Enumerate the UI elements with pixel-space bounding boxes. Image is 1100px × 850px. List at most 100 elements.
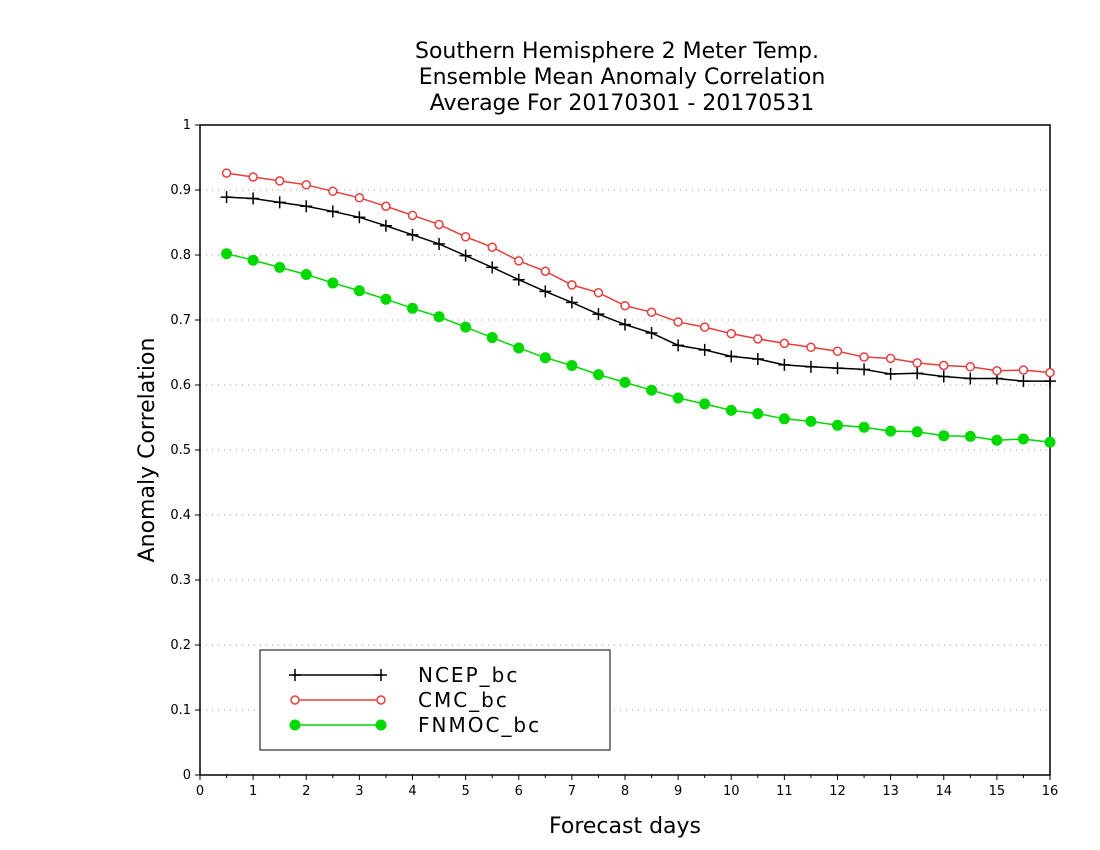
- x-tick-label: 0: [196, 784, 204, 799]
- data-point: [248, 172, 258, 182]
- data-point: [460, 321, 472, 333]
- y-tick-label: 0.2: [170, 638, 191, 653]
- data-point: [327, 277, 339, 289]
- chart-title-line-3: Average For 20170301 - 20170531: [430, 91, 815, 116]
- data-point: [806, 342, 816, 353]
- data-point: [380, 293, 392, 305]
- data-point: [247, 254, 259, 266]
- y-tick-label: 0.3: [170, 573, 191, 588]
- x-tick-label: 1: [249, 784, 257, 799]
- legend-label: FNMOC_bc: [418, 713, 541, 737]
- data-point: [884, 367, 897, 380]
- y-tick-label: 0.7: [170, 313, 191, 328]
- data-point: [859, 352, 869, 362]
- data-point: [646, 307, 657, 317]
- data-point: [326, 205, 339, 218]
- x-tick-label: 3: [355, 784, 363, 799]
- x-tick-label: 14: [935, 784, 952, 799]
- data-point: [620, 300, 630, 311]
- chart-title: Southern Hemisphere 2 Meter Temp. Ensemb…: [415, 39, 825, 116]
- data-point: [753, 334, 763, 344]
- data-point: [375, 669, 387, 681]
- data-point: [592, 308, 605, 321]
- data-point: [1017, 375, 1030, 388]
- data-point: [379, 219, 392, 232]
- data-point: [486, 332, 498, 344]
- data-point: [779, 338, 790, 349]
- data-point: [221, 248, 233, 260]
- series-line: [226, 252, 1051, 443]
- series-layer: [220, 168, 1056, 448]
- data-point: [778, 358, 791, 371]
- data-point: [220, 191, 233, 204]
- data-point: [354, 193, 365, 203]
- data-point: [300, 269, 312, 280]
- data-point: [672, 339, 685, 352]
- data-point: [289, 719, 301, 731]
- data-point: [645, 327, 658, 339]
- x-tick-label: 16: [1042, 784, 1059, 799]
- x-tick-label: 7: [568, 784, 576, 799]
- data-point: [290, 695, 300, 705]
- data-point: [539, 352, 551, 364]
- data-point: [593, 287, 604, 298]
- y-axis-label: Anomaly Correlation: [135, 338, 160, 563]
- data-point: [751, 353, 764, 365]
- chart-title-line-1: Southern Hemisphere 2 Meter Temp.: [415, 39, 819, 64]
- data-point: [752, 408, 764, 420]
- data-point: [566, 360, 578, 371]
- legend-item: FNMOC_bc: [289, 713, 541, 737]
- data-point: [804, 360, 817, 373]
- x-axis: 0 1 2 3 4 5 6 7 8 9 10 11 12 13 14 15 16: [196, 775, 1058, 799]
- data-point: [964, 430, 976, 442]
- data-point: [619, 376, 631, 388]
- y-tick-label: 0.9: [170, 183, 191, 198]
- y-tick-label: 0.5: [170, 443, 191, 458]
- legend-item: CMC_bc: [290, 688, 507, 712]
- data-point: [911, 367, 924, 380]
- data-point: [725, 350, 738, 363]
- data-point: [513, 342, 525, 354]
- data-point: [273, 196, 286, 209]
- x-tick-label: 5: [461, 784, 469, 799]
- data-point: [885, 353, 896, 364]
- x-tick-label: 9: [674, 784, 682, 799]
- data-point: [565, 296, 578, 309]
- x-axis-label: Forecast days: [549, 814, 701, 839]
- x-tick-label: 6: [515, 784, 523, 799]
- data-point: [938, 430, 950, 442]
- data-point: [992, 365, 1002, 376]
- data-point: [486, 261, 499, 274]
- data-point: [912, 358, 922, 368]
- x-tick-label: 4: [408, 784, 416, 799]
- x-tick-label: 13: [882, 784, 899, 799]
- x-tick-label: 12: [829, 784, 846, 799]
- data-point: [328, 186, 338, 197]
- x-tick-label: 8: [621, 784, 629, 799]
- data-point: [646, 384, 658, 396]
- x-tick-label: 2: [302, 784, 310, 799]
- data-point: [592, 369, 604, 381]
- data-point: [433, 237, 446, 250]
- data-point: [289, 669, 301, 681]
- legend-label: NCEP_bc: [418, 663, 519, 687]
- data-point: [434, 219, 444, 230]
- x-tick-label: 10: [723, 784, 740, 799]
- data-point: [965, 362, 976, 372]
- data-point: [567, 280, 577, 290]
- data-point: [407, 210, 418, 221]
- data-point: [805, 415, 817, 427]
- data-point: [514, 256, 524, 266]
- data-point: [832, 346, 843, 356]
- data-point: [619, 318, 631, 331]
- data-point: [885, 425, 897, 437]
- data-point: [221, 168, 232, 178]
- data-point: [274, 176, 285, 186]
- data-point: [832, 419, 843, 431]
- data-point: [858, 421, 870, 433]
- data-point: [699, 398, 711, 410]
- legend-item: NCEP_bc: [289, 663, 519, 687]
- data-point: [300, 200, 313, 213]
